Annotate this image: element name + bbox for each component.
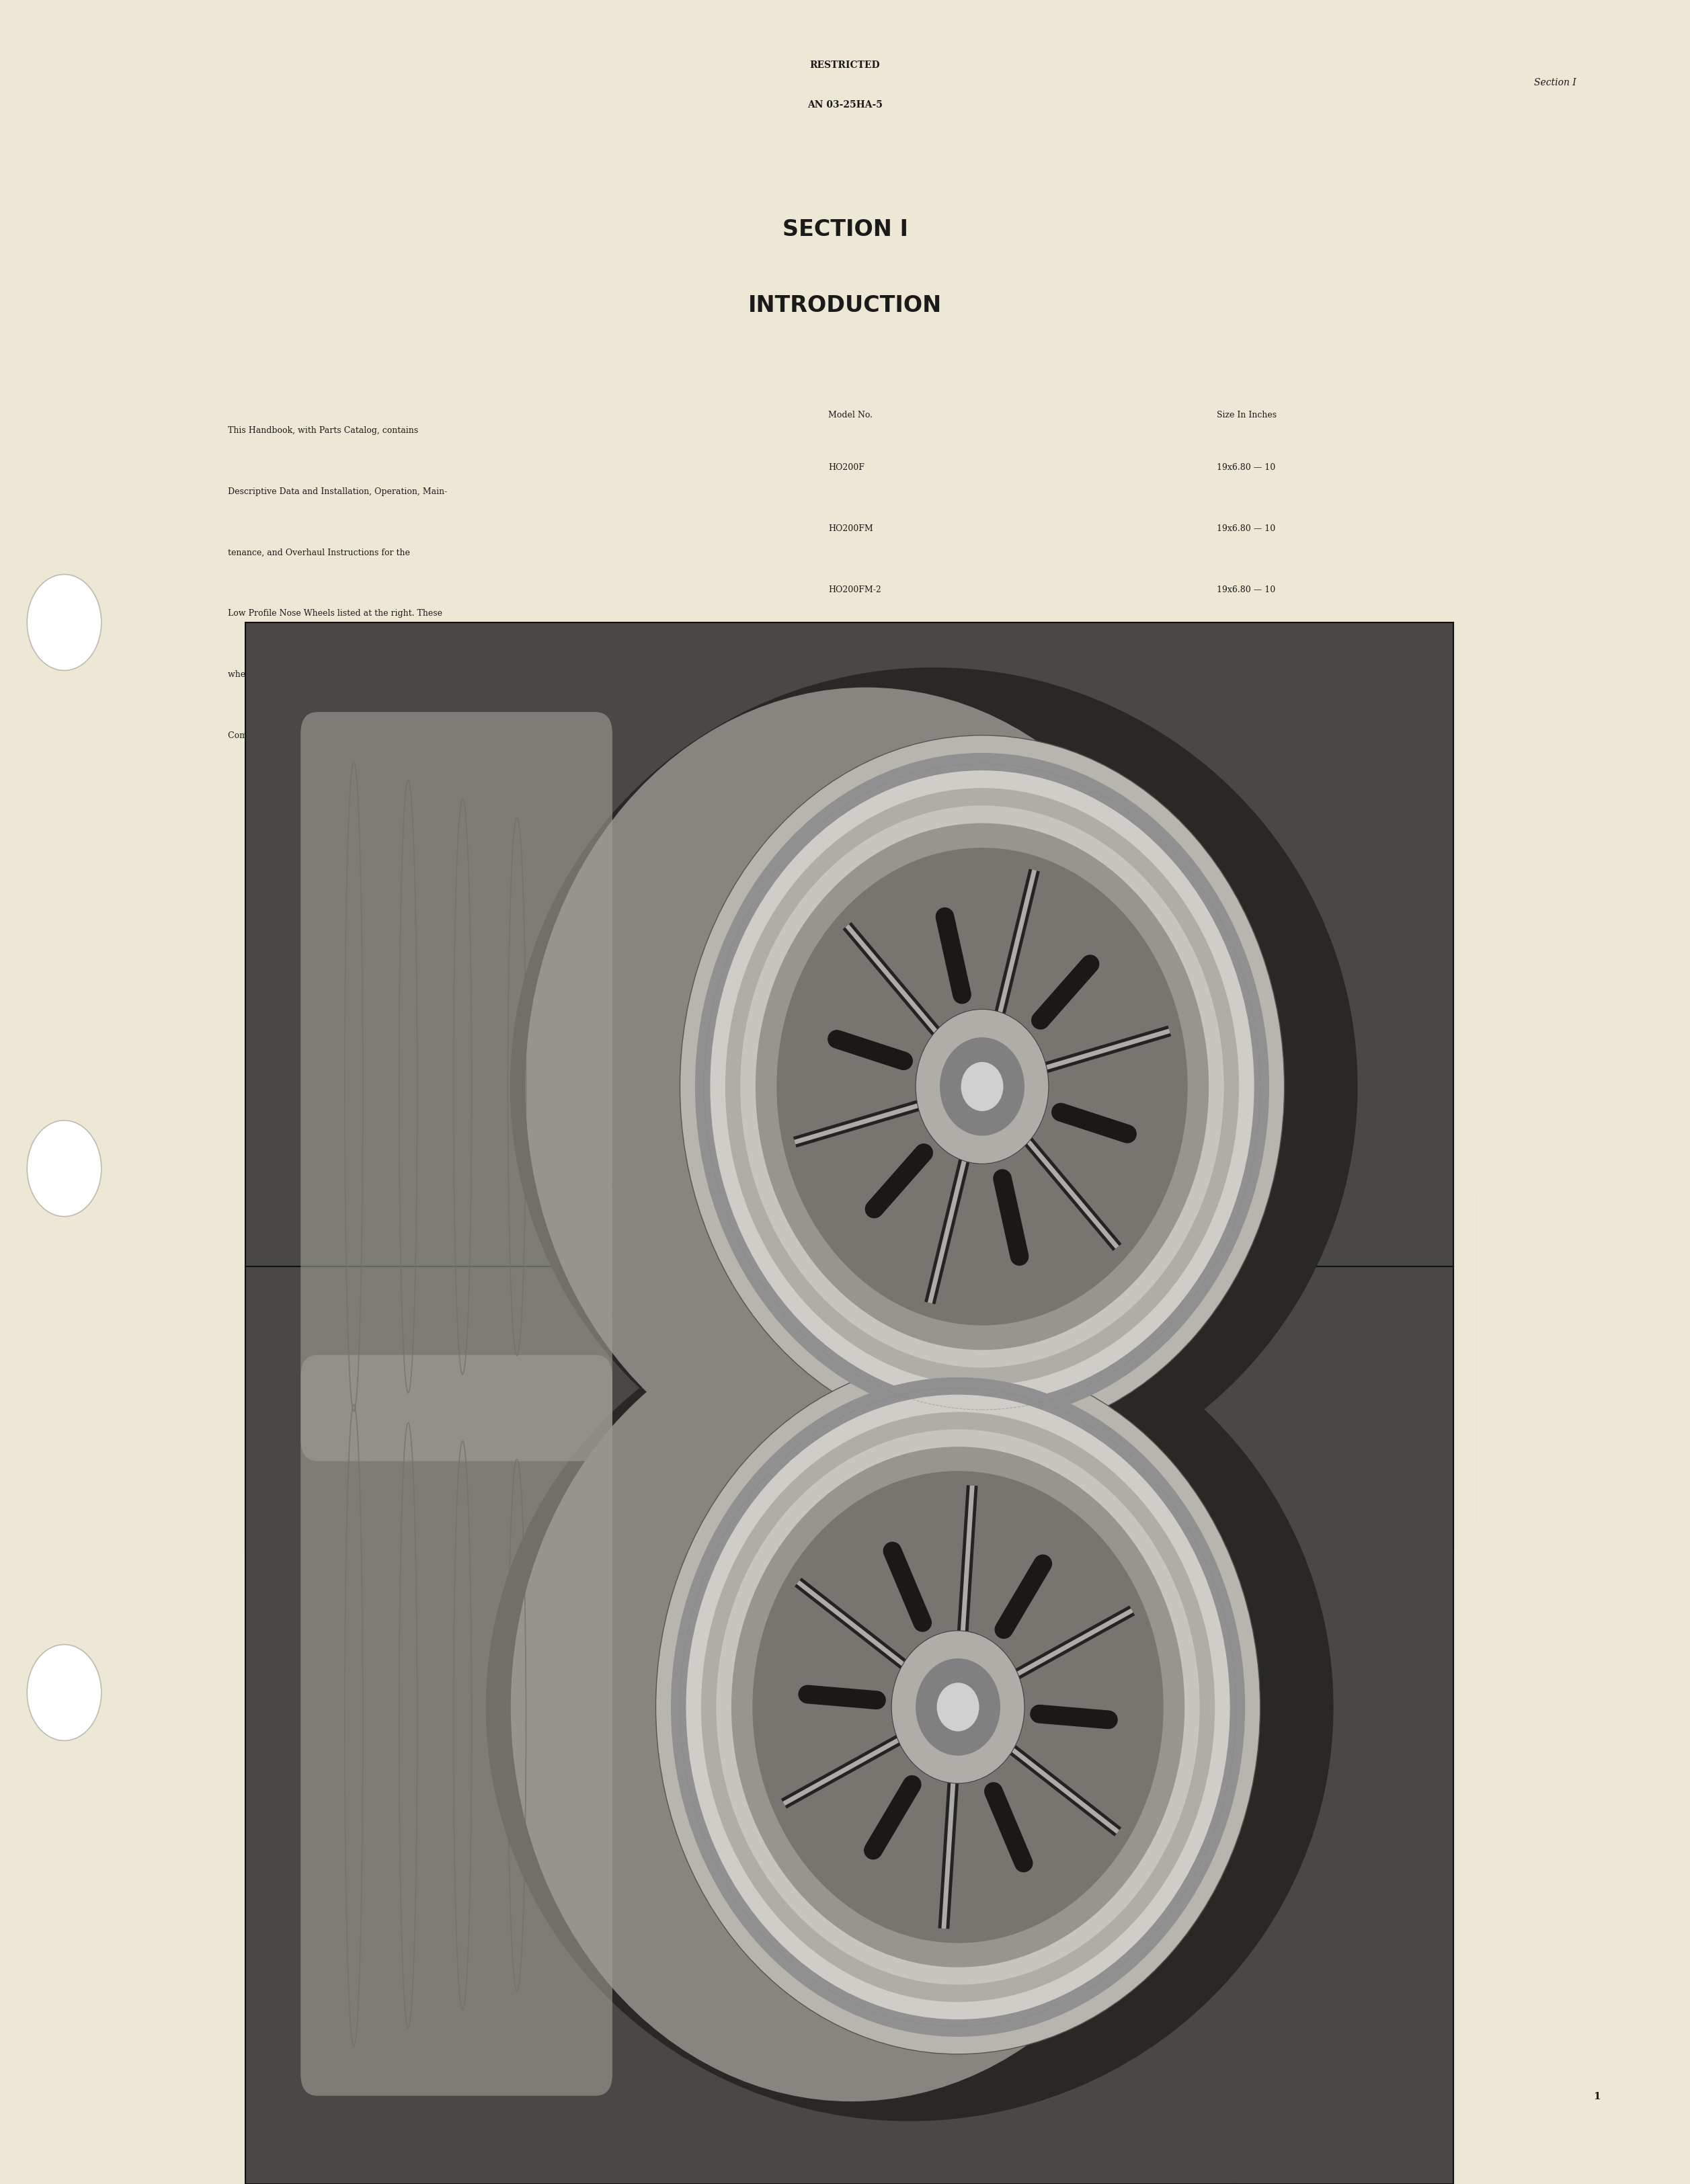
Text: IO200FM-3: IO200FM-3	[828, 769, 877, 778]
Ellipse shape	[755, 823, 1208, 1350]
Ellipse shape	[701, 1413, 1215, 2003]
Ellipse shape	[940, 1037, 1024, 1136]
Ellipse shape	[671, 1378, 1246, 2038]
Text: Figure 4—HO200FM-2, 19x6.80-10 Low Profile Nose Wheel: Figure 4—HO200FM-2, 19x6.80-10 Low Profi…	[717, 1874, 973, 1883]
Ellipse shape	[717, 1428, 1200, 1985]
Ellipse shape	[740, 806, 1224, 1367]
Ellipse shape	[777, 847, 1188, 1326]
Ellipse shape	[936, 1682, 979, 1732]
Ellipse shape	[725, 788, 1239, 1385]
Text: This Handbook, with Parts Catalog, contains: This Handbook, with Parts Catalog, conta…	[228, 426, 419, 435]
Circle shape	[27, 1120, 101, 1216]
FancyBboxPatch shape	[245, 1267, 1453, 2184]
Ellipse shape	[686, 1396, 1230, 2020]
Ellipse shape	[916, 1009, 1048, 1164]
Ellipse shape	[892, 1631, 1024, 1784]
Text: HO200F: HO200F	[828, 463, 864, 472]
Text: 19x6.80 — 10: 19x6.80 — 10	[1217, 585, 1276, 594]
Text: 1: 1	[1594, 2092, 1600, 2101]
Text: FRONT  VIEW: FRONT VIEW	[810, 1151, 880, 1160]
Ellipse shape	[510, 668, 1357, 1505]
FancyBboxPatch shape	[245, 622, 1453, 1551]
Text: IO200FM: IO200FM	[828, 708, 869, 716]
Ellipse shape	[526, 688, 1207, 1485]
Text: HO200FM: HO200FM	[828, 524, 874, 533]
Text: HO200FM-2: HO200FM-2	[828, 585, 880, 594]
Circle shape	[27, 574, 101, 670]
Ellipse shape	[485, 1293, 1333, 2121]
Ellipse shape	[962, 1061, 1004, 1112]
Text: 19x6.80 — 10: 19x6.80 — 10	[1217, 463, 1276, 472]
Text: Size In Inches: Size In Inches	[1217, 411, 1276, 419]
Text: REAR  VIEW: REAR VIEW	[815, 1813, 875, 1821]
Text: 22x7.25 — 11.50: 22x7.25 — 11.50	[1217, 769, 1288, 778]
Ellipse shape	[752, 1472, 1163, 1944]
Ellipse shape	[732, 1446, 1185, 1968]
Ellipse shape	[656, 1361, 1261, 2055]
Text: Descriptive Data and Installation, Operation, Main-: Descriptive Data and Installation, Opera…	[228, 487, 448, 496]
Text: RESTRICTED: RESTRICTED	[810, 61, 880, 70]
Text: 22x7.25 — 11.50: 22x7.25 — 11.50	[1217, 708, 1288, 716]
Ellipse shape	[710, 771, 1254, 1402]
Text: IO200F: IO200F	[828, 646, 860, 655]
Text: 22x7.25 — 11.50: 22x7.25 — 11.50	[1217, 646, 1288, 655]
Ellipse shape	[510, 1313, 1193, 2101]
Text: wheels are manufactured by the Firestone Aircraft: wheels are manufactured by the Firestone…	[228, 670, 444, 679]
Text: SECTION I: SECTION I	[782, 218, 908, 240]
Text: tenance, and Overhaul Instructions for the: tenance, and Overhaul Instructions for t…	[228, 548, 411, 557]
Text: 19x6.80 — 10: 19x6.80 — 10	[1217, 524, 1276, 533]
Ellipse shape	[916, 1658, 1000, 1756]
FancyBboxPatch shape	[301, 1354, 612, 2097]
Ellipse shape	[695, 753, 1269, 1420]
Text: INTRODUCTION: INTRODUCTION	[749, 295, 941, 317]
Circle shape	[27, 1645, 101, 1741]
Ellipse shape	[679, 736, 1284, 1437]
Text: Company, Akron, Ohio.: Company, Akron, Ohio.	[228, 732, 326, 740]
FancyBboxPatch shape	[301, 712, 612, 1461]
Text: RESTRICTED: RESTRICTED	[810, 2092, 880, 2101]
Text: AN 03-25HA-5: AN 03-25HA-5	[808, 100, 882, 109]
Text: Low Profile Nose Wheels listed at the right. These: Low Profile Nose Wheels listed at the ri…	[228, 609, 443, 618]
Text: Model No.: Model No.	[828, 411, 872, 419]
Text: Section I: Section I	[1535, 79, 1575, 87]
